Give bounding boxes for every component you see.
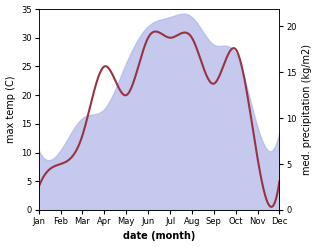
X-axis label: date (month): date (month) (123, 231, 195, 242)
Y-axis label: med. precipitation (kg/m2): med. precipitation (kg/m2) (302, 44, 313, 175)
Y-axis label: max temp (C): max temp (C) (5, 76, 16, 143)
